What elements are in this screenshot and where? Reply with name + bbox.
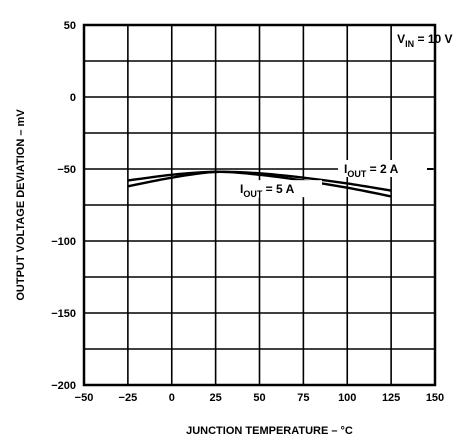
series-label-2-sub: OUT	[243, 189, 263, 199]
series-label-2-rest: = 5 A	[262, 182, 294, 196]
condition-main: V	[397, 32, 405, 46]
y-tick-label: −100	[51, 236, 76, 248]
series-label-iout-2a: IOUT = 2 A	[344, 162, 399, 179]
x-axis-title: JUNCTION TEMPERATURE – °C	[186, 425, 353, 437]
condition-rest: = 10 V	[414, 32, 452, 46]
series-label-2-background	[236, 180, 322, 198]
condition-box	[393, 28, 432, 58]
series-label-1-background	[338, 160, 432, 177]
x-tick-labels: −50 −25 0 25 50 75 100 125 150	[75, 392, 445, 404]
y-tick-label: −150	[51, 308, 76, 320]
x-tick-label: −50	[75, 392, 94, 404]
x-tick-label: 150	[426, 392, 444, 404]
series-line-1	[127, 170, 392, 192]
grid	[84, 25, 435, 385]
x-tick-label: −25	[119, 392, 138, 404]
series-label-1-sub: OUT	[347, 169, 367, 179]
y-tick-labels: 50 0 −50 −100 −150 −200	[51, 20, 76, 392]
series-label-1-rest: = 2 A	[366, 162, 398, 176]
y-tick-label: 0	[70, 92, 76, 104]
y-tick-label: −200	[51, 380, 76, 392]
series-line-2	[127, 170, 392, 198]
x-tick-label: 25	[210, 392, 222, 404]
x-tick-label: 100	[338, 392, 356, 404]
x-tick-label: 75	[297, 392, 309, 404]
series-label-1-main: I	[344, 162, 347, 176]
y-tick-label: 50	[64, 20, 76, 32]
condition-label: VIN = 10 V	[397, 32, 452, 49]
plot-frame	[82, 23, 437, 387]
x-tick-label: 0	[169, 392, 175, 404]
condition-sub: IN	[405, 39, 414, 49]
x-tick-label: 125	[382, 392, 400, 404]
y-axis-title: OUTPUT VOLTAGE DEVIATION – mV	[15, 109, 27, 301]
series-label-iout-5a: IOUT = 5 A	[240, 182, 295, 199]
x-tick-label: 50	[253, 392, 265, 404]
series-layer	[127, 170, 392, 198]
y-tick-label: −50	[57, 164, 76, 176]
series-label-2-main: I	[240, 182, 243, 196]
